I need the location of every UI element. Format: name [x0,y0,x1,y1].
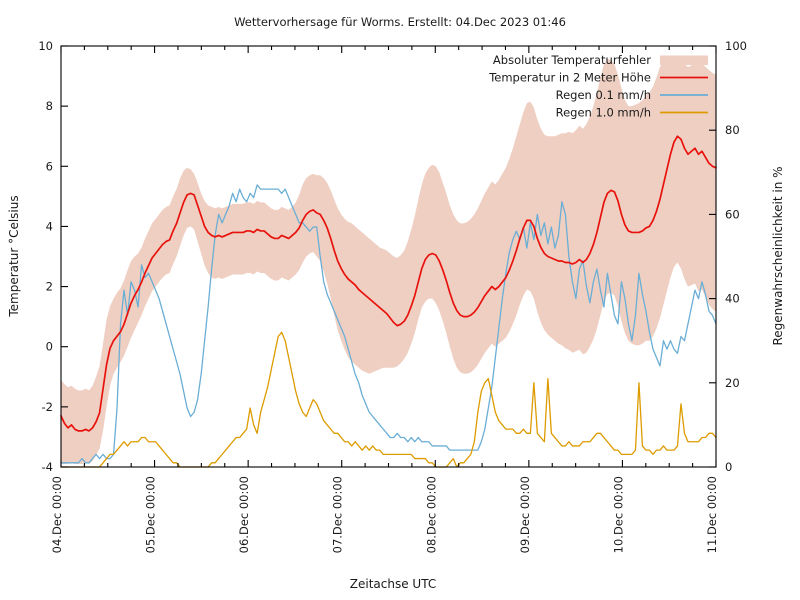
right-axis-tick-labels: 0 20 40 60 80 100 [725,39,747,474]
right-axis-title: Regenwahrscheinlichkeit in % [771,166,785,345]
x-tick-label: 07.Dec 00:00 [331,476,345,553]
y-left-tick-label: -2 [42,400,53,414]
x-tick-label: 11.Dec 00:00 [705,476,719,553]
page-title: Wettervorhersage für Worms. Erstellt: 04… [234,15,566,29]
y-right-tick-label: 80 [725,123,740,137]
legend-label: Temperatur in 2 Meter Höhe [488,71,651,85]
left-axis-title: Temperatur °Celsius [7,195,21,317]
data-series-lines [60,135,717,468]
rain-10-line [60,331,717,468]
x-tick-label: 08.Dec 00:00 [424,476,438,553]
y-left-tick-label: 0 [46,340,53,354]
x-axis-title: Zeitachse UTC [350,577,436,591]
x-tick-label: 10.Dec 00:00 [611,476,625,553]
error-band-area [61,58,716,464]
y-left-tick-label: 10 [38,39,53,53]
y-left-tick-label: 8 [46,99,53,113]
y-right-tick-label: 0 [725,460,732,474]
chart-legend: Absoluter Temperaturfehler Temperatur in … [488,53,708,120]
y-left-tick-label: -4 [42,460,53,474]
legend-label: Regen 1.0 mm/h [556,106,651,120]
y-left-tick-label: 4 [46,219,53,233]
legend-band-swatch [660,55,708,65]
x-tick-label: 06.Dec 00:00 [237,476,251,553]
axis-ticks [60,45,717,468]
temperature-line [60,135,717,432]
temperature-error-band [61,58,716,464]
y-left-tick-label: 2 [46,280,53,294]
legend-label: Regen 0.1 mm/h [556,88,651,102]
left-axis-tick-labels: -4 -2 0 2 4 6 8 10 [38,39,53,474]
x-tick-label: 05.Dec 00:00 [144,476,158,553]
y-right-tick-label: 20 [725,376,740,390]
y-right-tick-label: 100 [725,39,747,53]
x-tick-label: 09.Dec 00:00 [518,476,532,553]
legend-label: Absoluter Temperaturfehler [493,53,651,67]
y-right-tick-label: 40 [725,292,740,306]
y-right-tick-label: 60 [725,207,740,221]
rain-01-line [60,184,717,464]
x-axis-tick-labels: 04.Dec 00:00 05.Dec 00:00 06.Dec 00:00 07.D… [50,476,719,553]
y-left-tick-label: 6 [46,159,53,173]
x-tick-label: 04.Dec 00:00 [50,476,64,553]
